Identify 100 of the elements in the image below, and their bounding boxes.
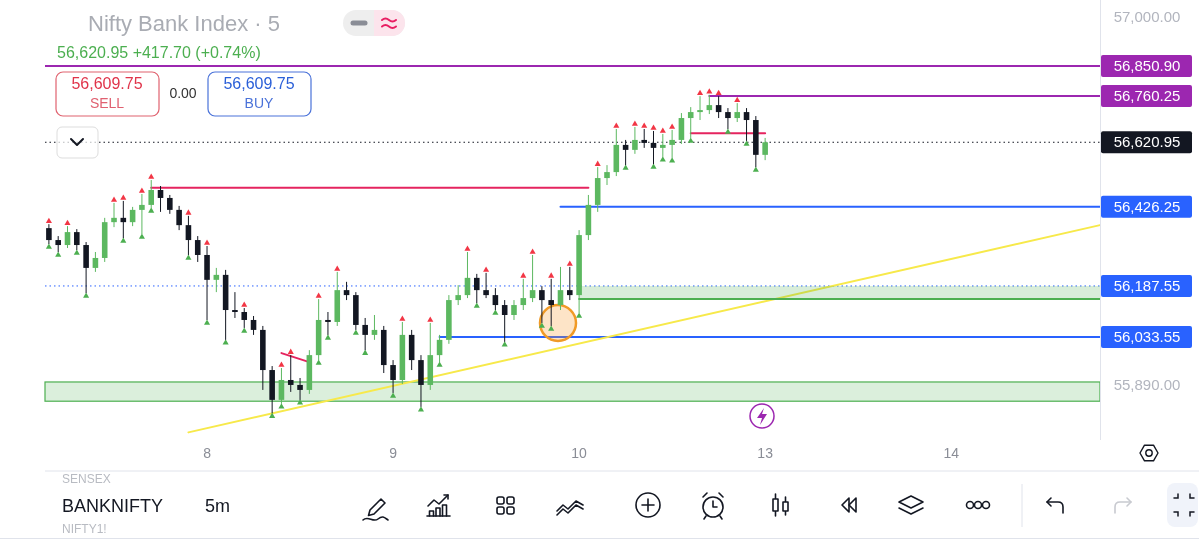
point (185, 209, 192, 215)
candlestick (529, 254, 536, 303)
data-label: 56,426.25 (1113, 197, 1181, 215)
point (417, 406, 425, 412)
point (73, 249, 80, 255)
candlestick (64, 225, 71, 249)
point (45, 243, 52, 249)
candlestick (511, 299, 517, 321)
point (203, 319, 211, 325)
point (669, 157, 676, 163)
candlestick (567, 266, 573, 301)
point (362, 349, 369, 355)
candlestick (157, 185, 164, 213)
point (203, 239, 211, 245)
x-tick-label: 14 (943, 445, 960, 461)
point (613, 122, 620, 128)
point (241, 327, 248, 333)
point (334, 265, 341, 271)
point (715, 89, 722, 95)
point (148, 173, 155, 179)
x-tick-label: 9 (389, 445, 398, 461)
candlestick (715, 95, 722, 119)
y-tick-label: 55,890.00 (1113, 375, 1181, 393)
annotation: SELL (89, 95, 125, 111)
candlestick (697, 95, 703, 121)
point (548, 272, 555, 278)
x-tick-label: 8 (203, 445, 212, 461)
point (278, 361, 285, 367)
candlestick (734, 102, 741, 123)
candlestick (762, 137, 768, 161)
point (120, 237, 127, 243)
candlestick (167, 194, 173, 215)
point (734, 96, 741, 102)
point (241, 301, 248, 307)
point (641, 122, 648, 128)
candlestick (176, 205, 182, 231)
data-label: 56,033.55 (1113, 328, 1181, 346)
candlestick (111, 202, 117, 228)
text: SENSEX (62, 472, 111, 486)
ref-line-label: 56,620.95 (1113, 133, 1181, 151)
point (706, 88, 713, 94)
point (83, 292, 90, 298)
point (576, 312, 583, 318)
candlestick (483, 272, 489, 299)
candlestick (232, 291, 238, 319)
point (622, 164, 629, 170)
annotation: 0.00 (169, 85, 197, 101)
point (529, 248, 536, 254)
point (352, 329, 359, 335)
ref-line-label: 56,850.90 (1113, 57, 1181, 75)
point (138, 187, 145, 193)
x-tick-label: 10 (571, 445, 588, 461)
point (315, 359, 322, 365)
text: BANKNIFTY (62, 496, 164, 516)
point (297, 399, 304, 405)
point (287, 348, 294, 354)
point (473, 302, 480, 308)
point (687, 137, 694, 143)
text: NIFTY1! (62, 522, 107, 536)
point (315, 292, 322, 298)
y-tick-label: 57,000.00 (1113, 7, 1181, 25)
point (464, 245, 471, 251)
text: Nifty Bank Index · 5 (88, 11, 280, 36)
candlestick (632, 126, 638, 155)
point (138, 233, 145, 239)
point (483, 266, 490, 272)
point (492, 309, 499, 315)
candlestick (194, 235, 201, 263)
point (64, 219, 71, 225)
point (743, 140, 750, 146)
point (650, 163, 657, 169)
point (222, 339, 229, 345)
data-label: 56,760.25 (1113, 87, 1181, 105)
point (278, 403, 285, 409)
point (724, 128, 731, 134)
point (650, 124, 657, 130)
point (631, 120, 638, 126)
candlestick (287, 354, 294, 393)
point (45, 217, 52, 223)
point (390, 392, 397, 398)
point (120, 194, 127, 200)
point (55, 251, 62, 257)
point (436, 361, 443, 367)
candlestick (557, 266, 564, 311)
point (520, 272, 527, 278)
annotation: 56,609.75 (71, 75, 143, 92)
point (669, 123, 676, 129)
x-tick-label: 13 (757, 445, 774, 461)
point (659, 156, 666, 162)
point (752, 166, 759, 172)
point (399, 315, 406, 321)
point (185, 254, 192, 260)
candlestick (520, 278, 527, 311)
text: 5m (205, 496, 231, 516)
point (548, 325, 555, 331)
candlestick (678, 112, 685, 145)
text: 56,620.95 +417.70 (+0.74%) (57, 44, 261, 61)
point (659, 127, 666, 133)
point (538, 322, 545, 328)
point (427, 316, 434, 322)
